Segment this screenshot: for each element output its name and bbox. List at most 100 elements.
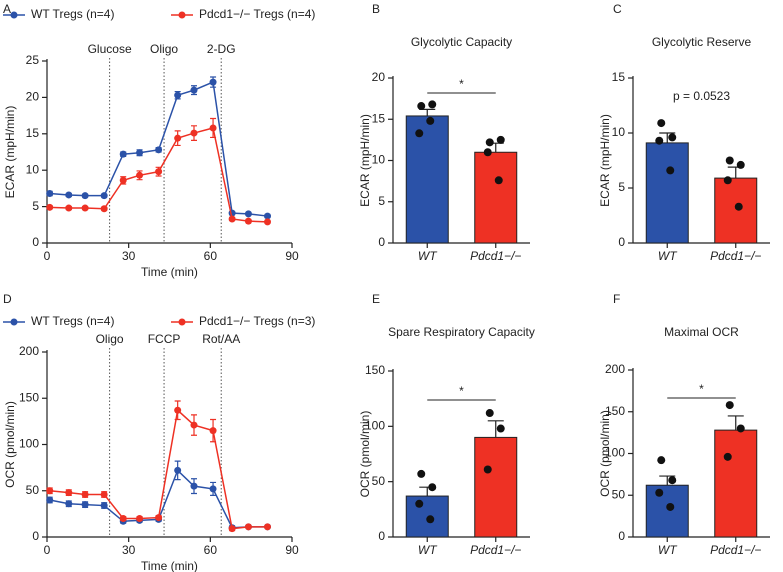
y-tick-label: 0 xyxy=(618,235,625,249)
data-point xyxy=(155,514,163,522)
legend-label: Pdcd1−/− Tregs (n=4) xyxy=(199,7,315,21)
y-tick-label: 15 xyxy=(372,111,386,125)
x-tick-label: 90 xyxy=(285,249,299,263)
y-tick-label: 50 xyxy=(372,474,386,488)
x-tick-label: 0 xyxy=(44,543,51,557)
y-tick-label: 50 xyxy=(26,483,40,497)
injection-label: Oligo xyxy=(96,332,124,346)
y-tick-label: 25 xyxy=(26,53,40,67)
y-tick-label: 5 xyxy=(618,180,625,194)
data-dot xyxy=(736,424,745,433)
data-dot xyxy=(723,176,732,185)
y-axis-label: ECAR (mpH/min) xyxy=(3,106,17,199)
data-point xyxy=(46,203,54,211)
legend-label: Pdcd1−/− Tregs (n=3) xyxy=(199,314,315,328)
data-dot xyxy=(417,102,426,111)
panel-letter: A xyxy=(3,2,11,16)
data-dot xyxy=(483,465,492,474)
x-tick-label: Pdcd1−/− xyxy=(470,249,521,263)
data-point xyxy=(190,421,198,429)
data-dot xyxy=(415,499,424,508)
data-point xyxy=(190,129,198,137)
data-point xyxy=(100,192,108,200)
data-point xyxy=(174,91,182,99)
bar xyxy=(645,142,689,244)
data-point xyxy=(264,218,271,226)
data-dot xyxy=(655,136,664,145)
data-point xyxy=(136,149,144,157)
data-point xyxy=(81,192,89,200)
data-point xyxy=(264,212,271,220)
y-tick-label: 10 xyxy=(612,125,626,139)
data-point xyxy=(65,204,73,212)
error-bar xyxy=(727,415,744,431)
data-point xyxy=(264,523,271,531)
chart-title: Glycolytic Reserve xyxy=(652,35,752,49)
x-tick-label: 60 xyxy=(204,249,218,263)
data-point xyxy=(46,487,54,495)
panel-letter: C xyxy=(613,2,622,16)
injection-label: 2-DG xyxy=(207,42,236,56)
y-tick-label: 0 xyxy=(32,529,39,543)
x-tick-label: WT xyxy=(418,543,438,557)
chart-title: Spare Respiratory Capacity xyxy=(388,325,535,339)
bar xyxy=(405,495,449,538)
data-dot xyxy=(725,401,734,410)
data-point xyxy=(46,496,54,504)
data-point xyxy=(65,489,73,497)
y-tick-label: 15 xyxy=(612,70,626,84)
y-tick-label: 200 xyxy=(19,344,39,358)
error-bar xyxy=(419,108,436,116)
data-dot xyxy=(428,483,437,492)
data-point xyxy=(174,466,182,474)
data-point xyxy=(65,500,73,508)
x-tick-label: Pdcd1−/− xyxy=(710,249,761,263)
y-axis-label: OCR (pmol/min) xyxy=(358,411,372,498)
data-dot xyxy=(485,409,494,418)
data-dot xyxy=(725,156,734,165)
legend-marker xyxy=(10,318,18,326)
error-bar xyxy=(659,132,676,143)
p-value-label: p = 0.0523 xyxy=(673,89,730,103)
legend-label: WT Tregs (n=4) xyxy=(31,314,114,328)
y-tick-label: 100 xyxy=(365,419,385,433)
data-point xyxy=(209,124,217,132)
data-point xyxy=(81,204,89,212)
x-tick-label: 30 xyxy=(122,543,136,557)
data-dot xyxy=(483,148,492,157)
bar xyxy=(645,484,689,538)
y-tick-label: 20 xyxy=(26,90,40,104)
legend-marker xyxy=(10,11,18,19)
panel-letter: B xyxy=(372,2,380,16)
data-point xyxy=(100,205,108,213)
data-point xyxy=(65,191,73,199)
y-tick-label: 150 xyxy=(365,363,385,377)
injection-label: Rot/AA xyxy=(202,332,240,346)
data-point xyxy=(100,490,108,498)
error-bar xyxy=(487,420,504,438)
panel-letter: E xyxy=(372,292,380,306)
data-point xyxy=(119,176,127,184)
data-point xyxy=(244,210,252,218)
data-point xyxy=(46,189,54,197)
y-tick-label: 150 xyxy=(19,390,39,404)
significance-label: * xyxy=(459,384,464,398)
data-point xyxy=(228,525,236,533)
data-point xyxy=(100,502,108,510)
x-axis-label: Time (min) xyxy=(141,265,198,279)
x-tick-label: Pdcd1−/− xyxy=(710,543,761,557)
bar xyxy=(714,177,758,244)
data-dot xyxy=(736,160,745,169)
bar xyxy=(714,429,758,538)
data-dot xyxy=(668,476,677,485)
x-tick-label: 0 xyxy=(44,249,51,263)
data-dot xyxy=(417,469,426,478)
legend-label: WT Tregs (n=4) xyxy=(31,7,114,21)
data-dot xyxy=(666,502,675,511)
data-point xyxy=(244,217,252,225)
panel-letter: F xyxy=(613,292,620,306)
data-point xyxy=(136,515,144,522)
y-tick-label: 15 xyxy=(26,126,40,140)
bar xyxy=(474,151,518,244)
